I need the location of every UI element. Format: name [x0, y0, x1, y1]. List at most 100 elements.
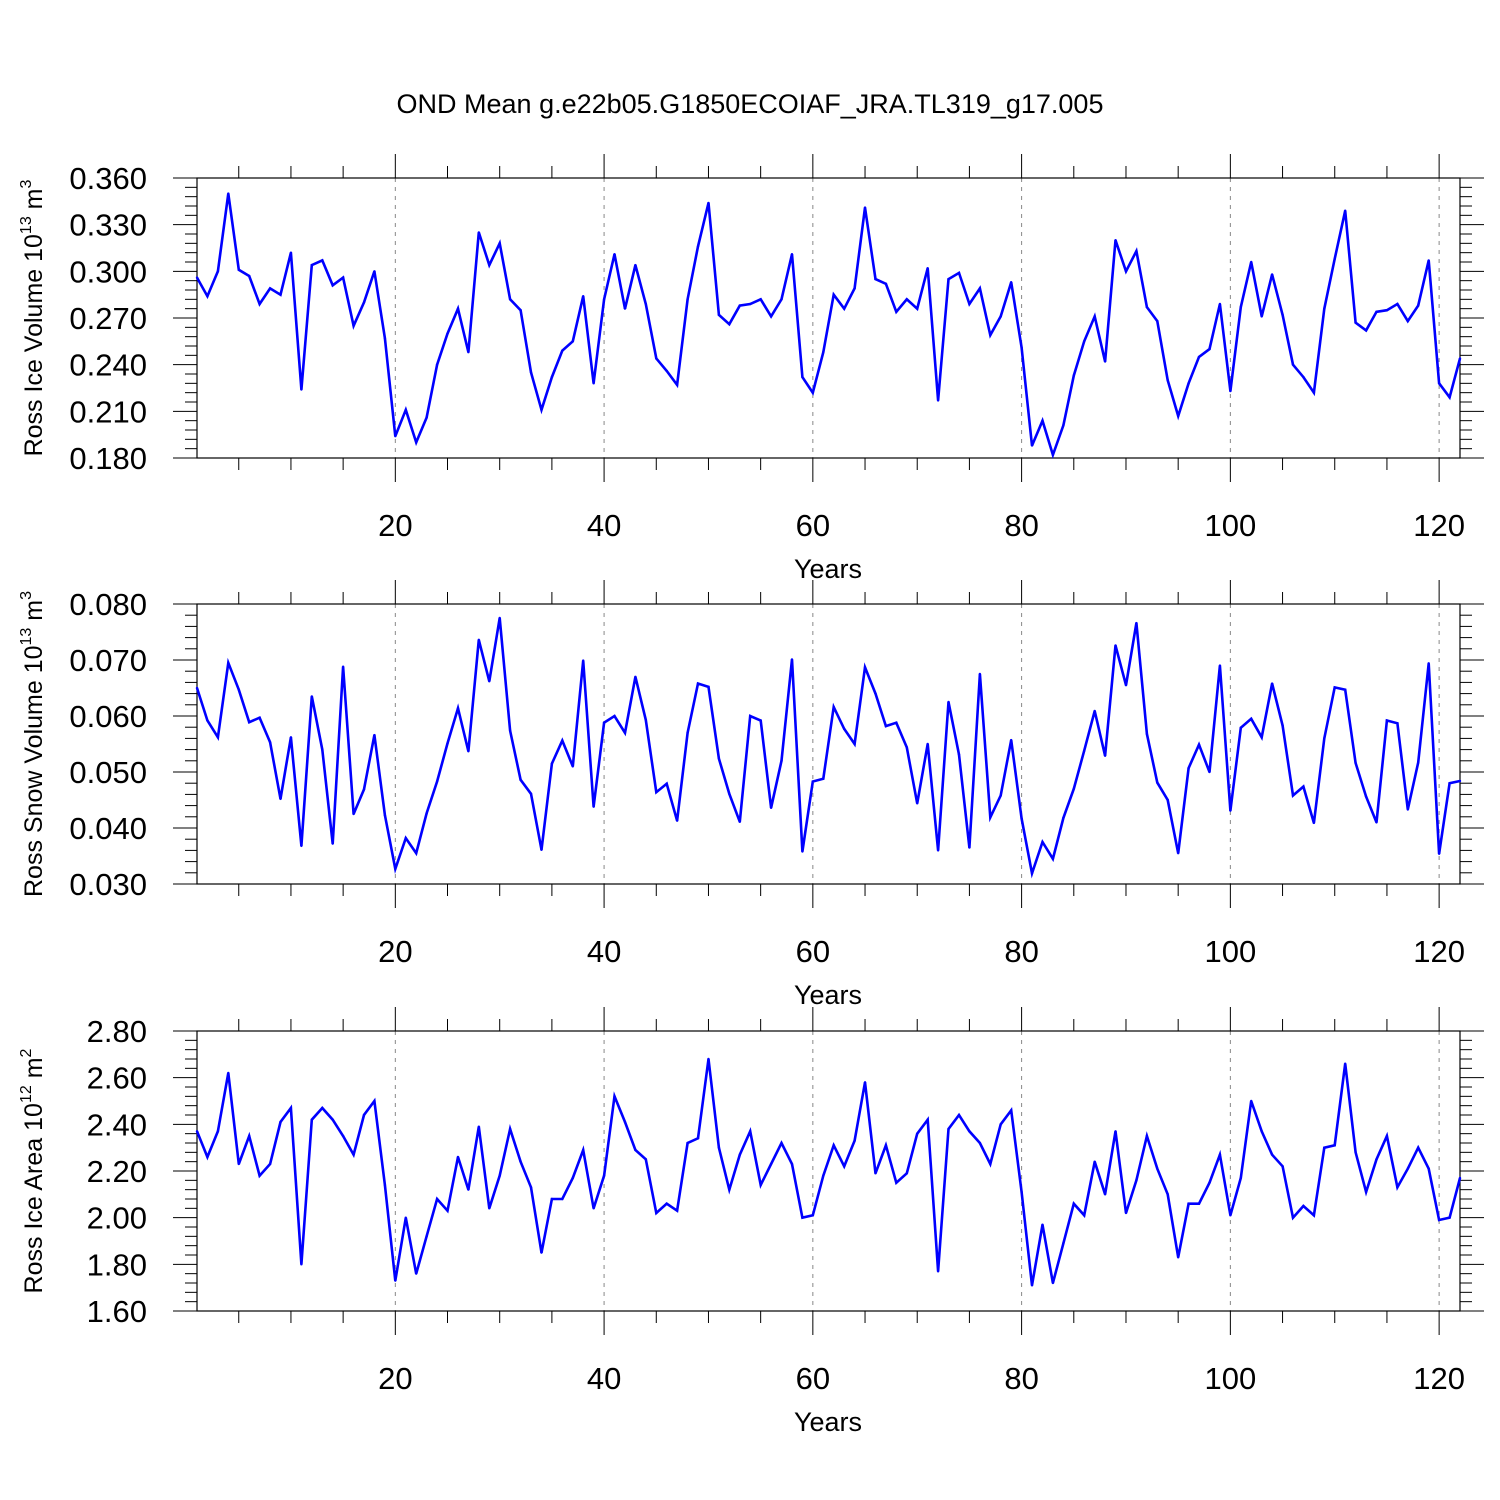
- y-tick-label: 1.60: [87, 1294, 147, 1329]
- data-point: [780, 1141, 783, 1145]
- data-point: [999, 315, 1002, 318]
- data-point: [717, 313, 721, 317]
- y-tick-label: 0.360: [69, 161, 147, 196]
- data-point: [341, 665, 345, 668]
- data-point: [1375, 1158, 1378, 1161]
- data-point: [1229, 389, 1232, 393]
- x-tick-label: 100: [1204, 1361, 1256, 1396]
- data-point: [1062, 816, 1065, 820]
- data-point: [1009, 281, 1013, 284]
- y-axis-label-exponent: 12: [18, 1085, 35, 1103]
- data-point: [1166, 1193, 1169, 1196]
- data-point: [456, 706, 460, 710]
- data-point: [1176, 1256, 1180, 1259]
- x-tick-label: 20: [378, 934, 412, 969]
- data-point: [853, 742, 856, 746]
- data-point: [206, 295, 209, 298]
- data-point: [1260, 736, 1263, 739]
- data-point: [686, 1141, 689, 1145]
- data-point: [237, 268, 240, 271]
- y-tick-label: 0.040: [69, 811, 147, 846]
- y-tick-label: 0.080: [69, 587, 147, 622]
- data-point: [1302, 1204, 1305, 1208]
- data-point: [811, 391, 815, 394]
- data-point: [895, 721, 898, 724]
- data-point: [1030, 1284, 1034, 1287]
- data-points: [195, 1057, 1462, 1287]
- y-axis-label-unit: m: [20, 600, 48, 628]
- data-point: [634, 263, 637, 267]
- data-point: [414, 1272, 418, 1275]
- data-point: [550, 762, 554, 765]
- data-point: [268, 1162, 272, 1166]
- y-tick-label: 0.070: [69, 643, 147, 678]
- x-tick-label: 80: [1004, 1361, 1038, 1396]
- data-point: [446, 742, 449, 745]
- x-tick-label: 40: [587, 1361, 621, 1396]
- data-point: [613, 1095, 616, 1098]
- data-point: [1020, 346, 1023, 349]
- x-tick-label: 100: [1204, 934, 1256, 969]
- data-point: [842, 1165, 846, 1168]
- y-axis-label-text: Ross Snow Volume 10: [20, 645, 48, 897]
- data-point: [1093, 709, 1096, 713]
- data-point: [247, 720, 251, 724]
- data-point: [404, 408, 407, 411]
- data-point: [1396, 722, 1399, 725]
- data-point: [999, 1123, 1002, 1126]
- data-point: [488, 1207, 491, 1210]
- data-point: [352, 1153, 355, 1156]
- data-point: [1124, 1211, 1128, 1215]
- data-point: [1323, 307, 1326, 310]
- data-point: [529, 792, 533, 796]
- y-tick-label: 0.030: [69, 867, 147, 902]
- data-point: [540, 1251, 543, 1254]
- data-point: [822, 351, 825, 354]
- data-point: [822, 777, 825, 780]
- data-point: [1051, 857, 1055, 860]
- data-point: [247, 274, 251, 278]
- data-point: [842, 727, 846, 731]
- data-point: [1030, 872, 1034, 875]
- data-point: [1343, 688, 1347, 691]
- data-point: [957, 271, 961, 275]
- data-point: [822, 1174, 825, 1177]
- x-tick-label: 40: [587, 934, 621, 969]
- data-point: [1124, 684, 1128, 687]
- data-point: [1270, 1153, 1274, 1156]
- data-point: [853, 287, 856, 290]
- data-point: [999, 794, 1002, 797]
- x-tick-label: 20: [378, 1361, 412, 1396]
- data-point: [1135, 249, 1138, 253]
- data-point: [237, 688, 240, 691]
- data-point: [926, 1118, 929, 1121]
- data-point: [550, 1197, 554, 1201]
- y-axis-label: Ross Snow Volume 1013 m3: [18, 591, 48, 897]
- data-point: [759, 298, 762, 301]
- data-point: [394, 867, 397, 871]
- data-point: [790, 1162, 794, 1166]
- data-point: [884, 1144, 888, 1147]
- data-point: [414, 852, 418, 855]
- data-point: [1093, 315, 1096, 318]
- y-axis-label-unit-exponent: 3: [18, 179, 35, 188]
- y-axis-label: Ross Ice Area 1012 m2: [18, 1048, 48, 1293]
- data-point: [1072, 787, 1075, 790]
- data-point: [863, 206, 867, 209]
- data-point: [957, 1113, 961, 1117]
- data-point: [686, 298, 689, 301]
- data-point: [1218, 302, 1222, 306]
- data-point: [1364, 329, 1368, 332]
- data-point: [1124, 270, 1128, 273]
- data-point: [926, 267, 929, 270]
- x-tick-label: 60: [796, 508, 830, 543]
- y-tick-label: 0.270: [69, 301, 147, 336]
- data-point: [790, 253, 794, 256]
- data-point: [602, 298, 606, 301]
- data-point: [1239, 305, 1243, 309]
- data-point: [341, 276, 345, 279]
- y-axis-label-unit-exponent: 3: [18, 591, 35, 600]
- y-axis-label-exponent: 13: [18, 628, 35, 646]
- data-point: [717, 1146, 721, 1149]
